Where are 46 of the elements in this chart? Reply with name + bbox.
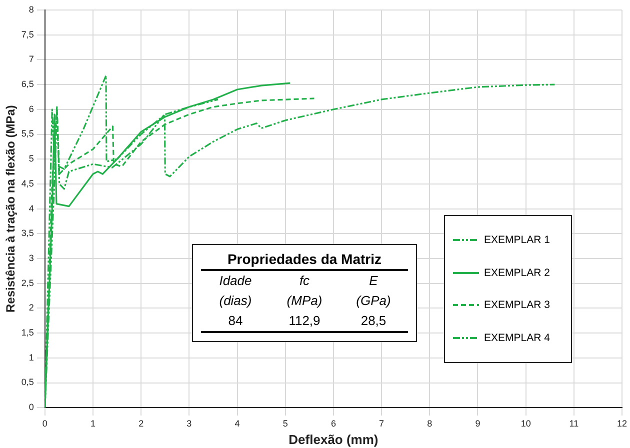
y-tick-label: 7 [28,54,34,64]
x-tick-label: 8 [427,418,432,428]
annotation: 84 [227,312,244,330]
y-tick-label: 2 [28,302,34,313]
y-tick-label: 2,5 [21,278,34,288]
legend-label: EXEMPLAR 4 [484,332,550,344]
y-tick-label: 0,5 [21,377,34,388]
y-tick-label: 6 [28,104,34,114]
annotation: (MPa) [286,292,324,310]
y-tick-label: 1,5 [21,328,34,338]
y-tick-label: 7,5 [21,29,34,40]
legend-label: EXEMPLAR 3 [484,299,550,312]
annotation: Idade [218,272,253,290]
y-tick-label: 3,5 [21,228,34,238]
y-tick-label: 5,5 [21,128,34,139]
x-tick-label: 3 [186,418,192,428]
x-tick-label: 5 [282,418,288,428]
y-tick-label: 6,5 [21,79,34,90]
y-tick-label: 4 [28,203,34,214]
x-tick-label: 9 [475,418,480,428]
x-tick-label: 4 [234,418,240,428]
legend-label: EXEMPLAR 1 [484,234,550,246]
x-axis-title: Deflexão (mm) [288,432,378,447]
y-tick-label: 5 [28,154,34,164]
y-tick-label: 0 [28,402,34,412]
annotation: (dias) [218,292,253,310]
x-tick-label: 7 [379,418,384,428]
y-tick-label: 1 [28,352,34,362]
y-tick-label: 8 [28,4,34,14]
annotation: E [368,272,379,290]
legend-label: EXEMPLAR 2 [484,266,550,279]
x-tick-label: 2 [138,418,144,428]
annotation: fc [298,272,311,290]
x-tick-label: 11 [569,418,579,428]
x-tick-label: 6 [330,418,336,428]
x-tick-label: 12 [616,418,627,428]
y-tick-label: 3 [28,252,34,263]
x-tick-label: 0 [42,418,48,428]
annotation: 112,9 [288,312,322,330]
y-tick-label: 4,5 [21,178,34,188]
annotation: 28,5 [360,312,388,330]
annotation: (GPa) [355,292,392,310]
x-tick-label: 1 [90,418,96,428]
x-tick-label: 10 [520,418,531,428]
y-axis-title: Resistência à tração na flexão (MPa) [4,105,18,313]
annotation: Propriedades da Matriz [201,251,408,271]
